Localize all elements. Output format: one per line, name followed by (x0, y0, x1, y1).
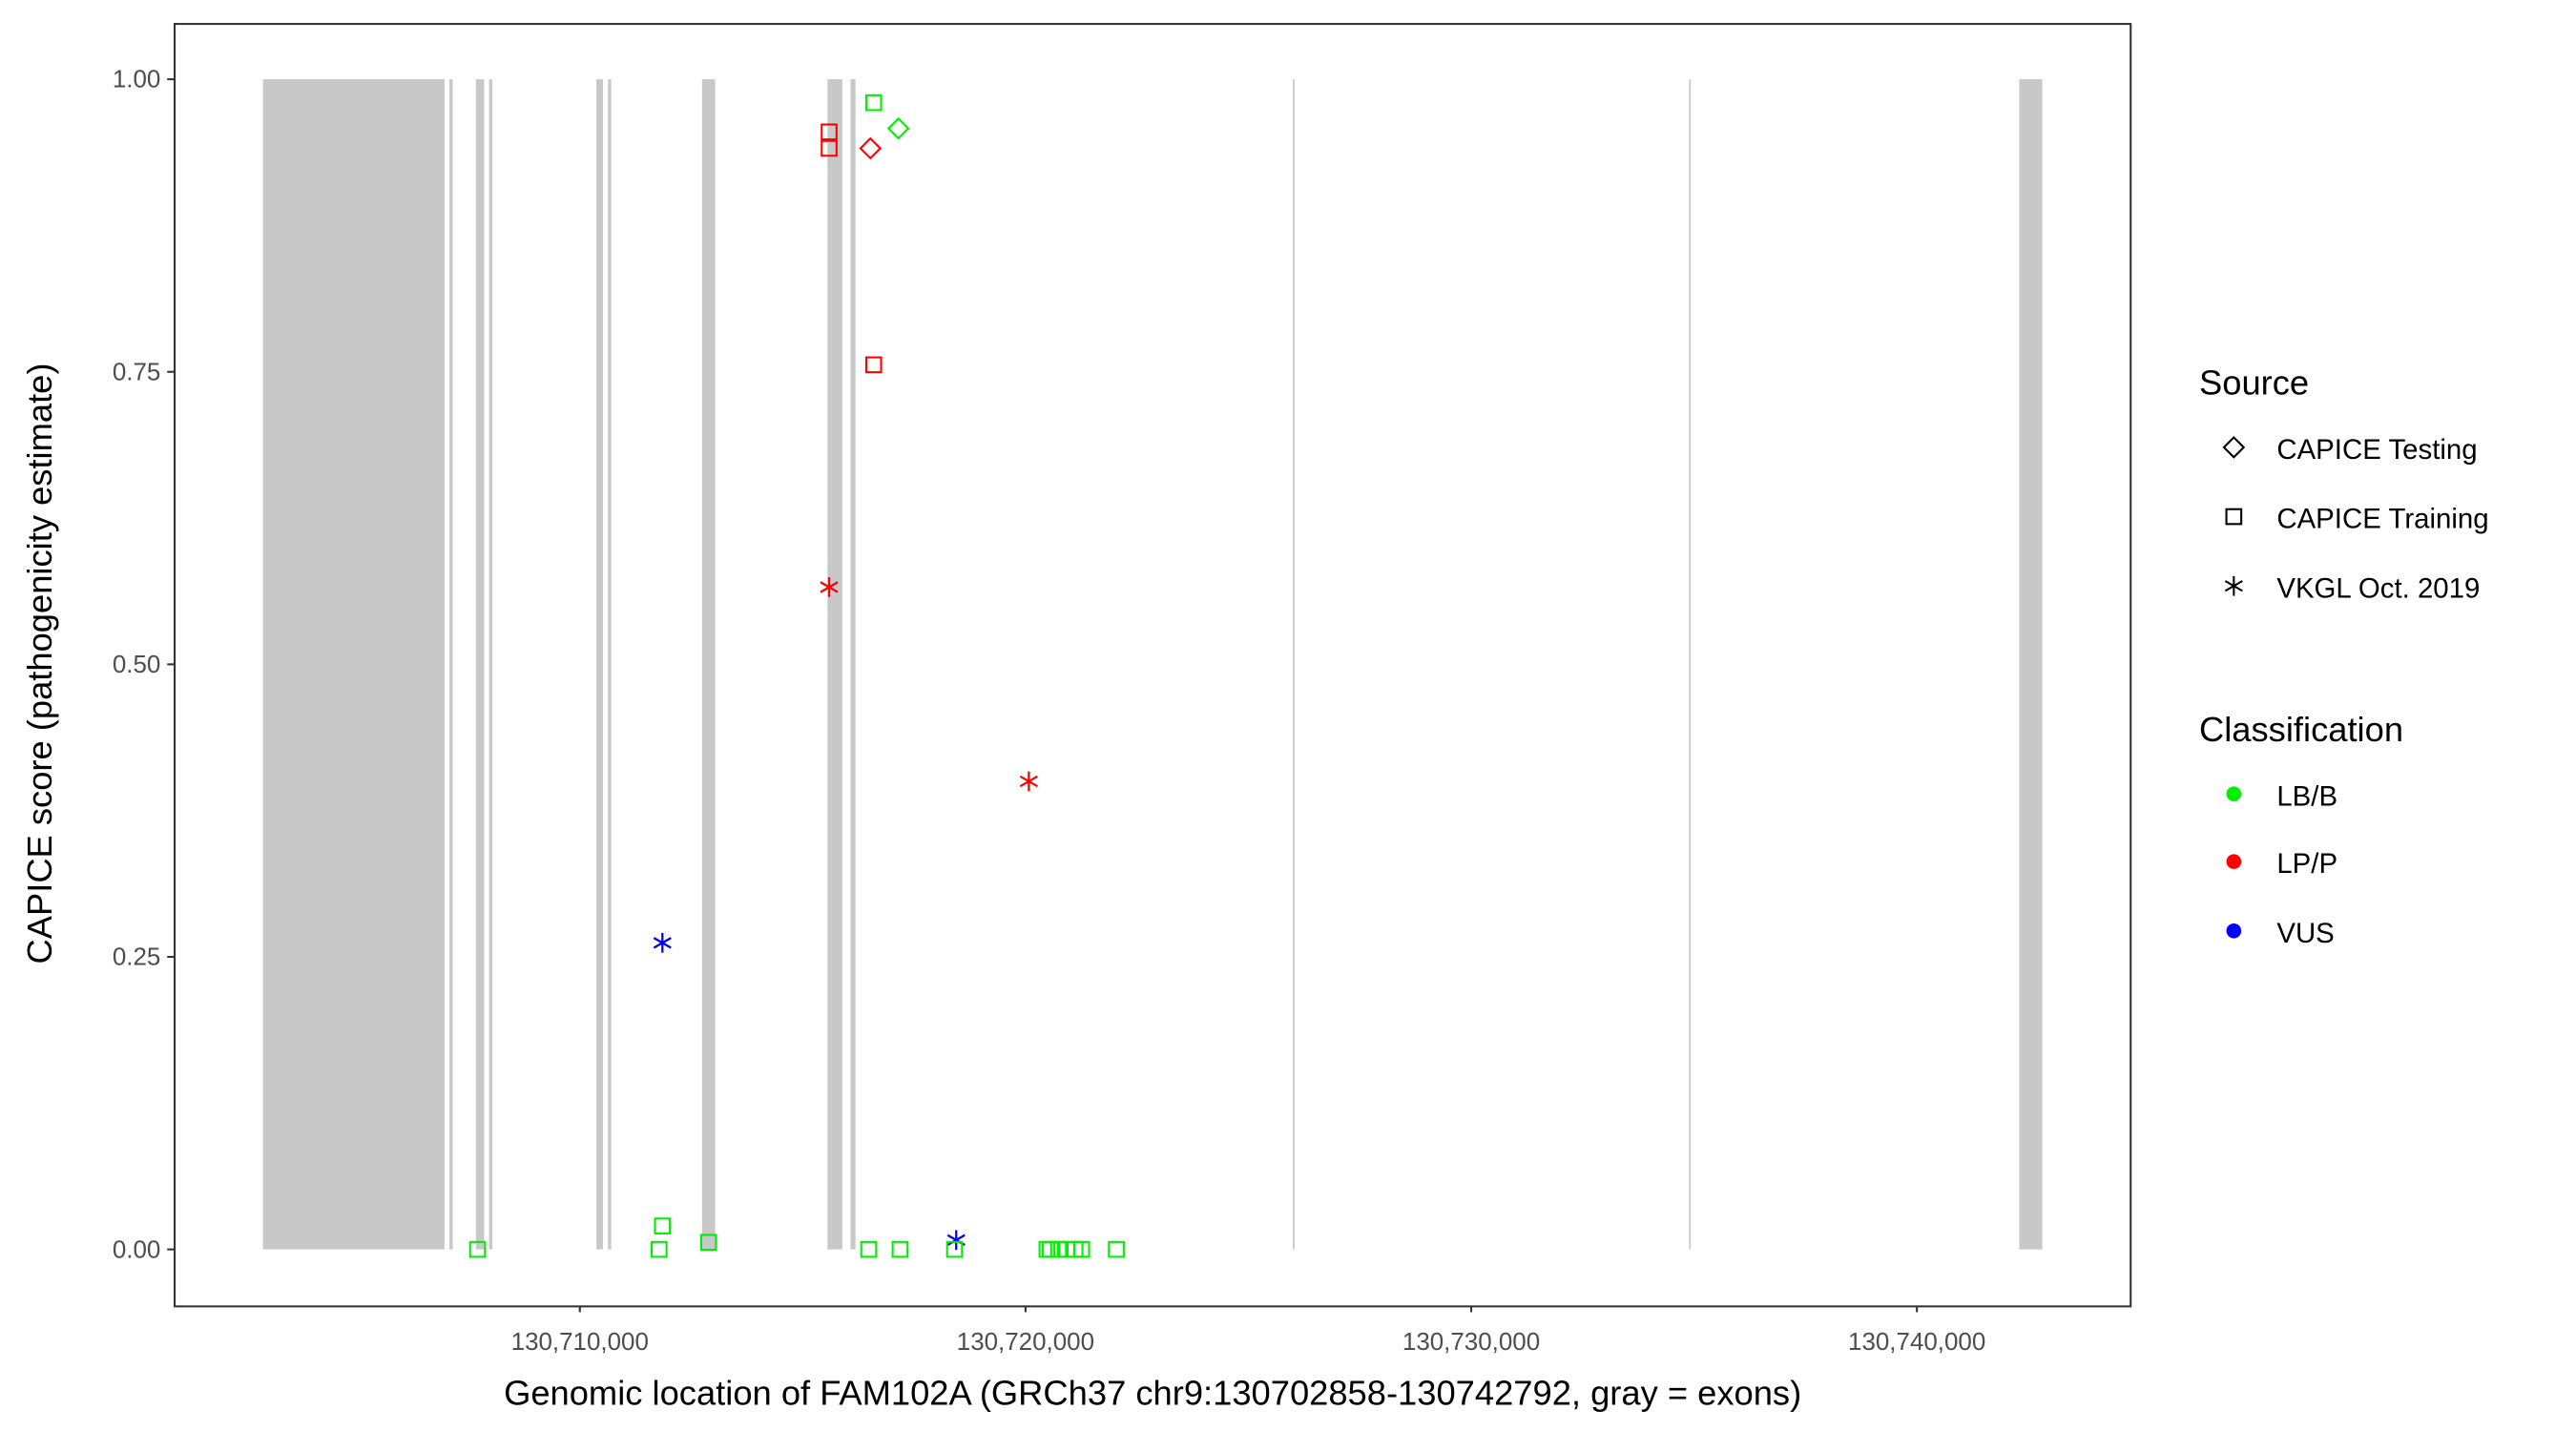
legend-dot-vus (2226, 923, 2242, 939)
points-layer (468, 93, 1125, 1258)
x-axis: 130,710,000 130,720,000 130,730,000 130,740… (511, 1305, 1985, 1356)
x-tick-label: 130,740,000 (1848, 1329, 1985, 1356)
point-square (945, 1240, 964, 1258)
y-tick-label: 0.75 (113, 359, 160, 385)
point-asterisk (653, 932, 672, 953)
plot-panel-border (174, 23, 2132, 1308)
asterisk-stroke (1019, 775, 1038, 788)
exon-bar (701, 79, 716, 1250)
point-asterisk (820, 577, 839, 597)
point-square (468, 1240, 487, 1258)
y-axis-title: CAPICE score (pathogenicity estimate) (20, 363, 59, 964)
point-square (821, 139, 838, 157)
point-square (654, 1217, 672, 1234)
y-tick-label: 0.25 (113, 944, 160, 971)
point-square (1072, 1240, 1091, 1258)
legend-label-lbb: LB/B (2276, 780, 2337, 812)
point-diamond (886, 116, 910, 140)
exon-bar (475, 79, 485, 1250)
y-axis: 0.00 0.25 0.50 0.75 1.00 (113, 67, 175, 1263)
point-square (860, 1240, 878, 1258)
point-square (864, 356, 883, 374)
asterisk-stroke (653, 937, 672, 949)
exon-bar (827, 79, 842, 1250)
x-axis-title: Genomic location of FAM102A (GRCh37 chr9… (504, 1373, 1801, 1412)
asterisk-icon (2224, 575, 2243, 596)
exon-bar (850, 79, 856, 1250)
x-tick-label: 130,710,000 (511, 1329, 649, 1356)
point-square (864, 93, 883, 112)
point-square (821, 123, 838, 141)
exon-layer (262, 79, 2043, 1250)
legend-classification-title: Classification (2199, 710, 2403, 749)
legend-classification: Classification LB/B LP/P VUS (2199, 710, 2403, 949)
exon-bar (1689, 79, 1692, 1250)
exon-bar (608, 79, 612, 1250)
diamond-icon (2222, 436, 2246, 459)
legend-label-capice-testing: CAPICE Testing (2276, 434, 2477, 466)
exon-bar (488, 79, 493, 1250)
point-diamond (859, 136, 883, 160)
y-tick-label: 0.50 (113, 652, 160, 678)
asterisk-stroke (946, 1234, 966, 1246)
point-asterisk (1019, 771, 1038, 792)
exon-bar (2019, 79, 2043, 1250)
point-square (699, 1234, 717, 1252)
legend-label-capice-training: CAPICE Training (2276, 504, 2488, 535)
square-icon (2225, 508, 2243, 526)
legend-label-lpp: LP/P (2276, 848, 2337, 880)
exon-bar (1293, 79, 1295, 1250)
exon-bar (449, 79, 453, 1250)
point-square (891, 1240, 909, 1258)
asterisk-stroke (820, 581, 839, 593)
y-tick-label: 1.00 (113, 67, 160, 93)
exon-bar (596, 79, 604, 1250)
x-tick-label: 130,720,000 (957, 1329, 1094, 1356)
legend-dot-lpp (2226, 854, 2242, 869)
legend-label-vus: VUS (2276, 918, 2334, 949)
legend-label-vkgl: VKGL Oct. 2019 (2276, 572, 2480, 604)
legend-source-title: Source (2199, 363, 2309, 402)
exon-bar (262, 79, 445, 1250)
x-tick-label: 130,730,000 (1402, 1329, 1540, 1356)
point-square (1038, 1240, 1056, 1258)
y-tick-label: 0.00 (113, 1236, 160, 1263)
legend-source: Source CAPICE Testing CAPICE Training VK… (2199, 363, 2489, 604)
point-square (651, 1240, 668, 1258)
point-square (1108, 1240, 1125, 1258)
legend-dot-lbb (2226, 786, 2242, 801)
